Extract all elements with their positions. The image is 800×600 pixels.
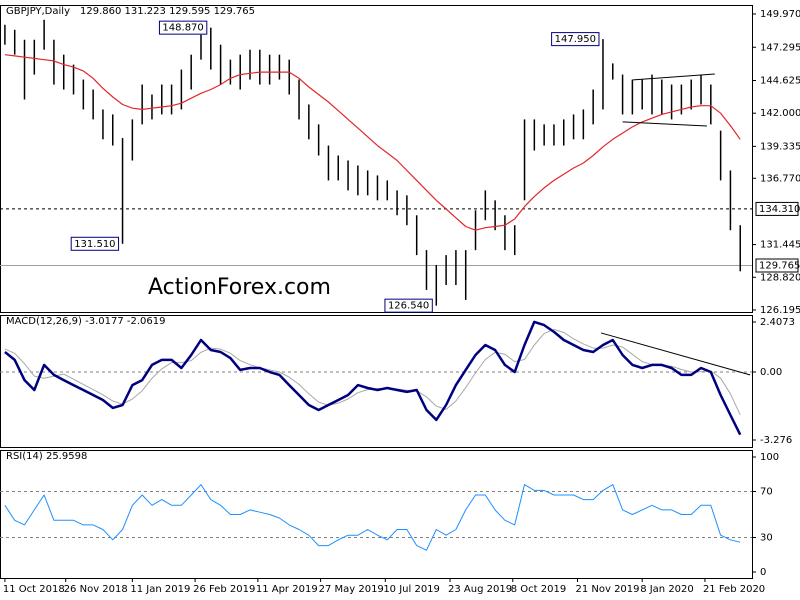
y-tick-label: 144.625 [760,76,800,87]
level-label-box [755,258,799,273]
x-tick-label: 8 Oct 2019 [511,584,566,595]
x-tick-label: 23 Aug 2019 [448,584,512,595]
y-tick-label: 2.4073 [760,317,795,328]
y-tick-label: 126.195 [760,305,800,316]
annotation-box [551,32,600,47]
x-tick-label: 11 Jan 2019 [130,584,190,595]
watermark: ActionForex.com [148,275,331,300]
panel-subtitle: 129.860 131.223 129.595 129.765 [80,6,255,17]
series-line [4,484,741,551]
x-tick-label: 26 Feb 2019 [193,584,255,595]
y-tick-label: 128.820 [760,272,800,283]
x-tick-label: 27 May 2019 [319,584,384,595]
series-line [4,54,741,231]
x-tick-label: 21 Nov 2019 [575,584,639,595]
trendline [622,121,707,127]
x-tick-label: 11 Apr 2019 [256,584,318,595]
trendline [600,332,751,376]
level-label: 129.765 [759,261,800,272]
y-tick-label: 131.445 [760,240,800,251]
y-tick-label: 139.335 [760,141,800,152]
y-tick-label: 136.770 [760,173,800,184]
annotation-box [384,298,433,313]
annotation-label: 131.510 [74,239,115,250]
y-tick-label: 100 [760,452,779,463]
x-tick-label: 10 Jul 2019 [383,584,440,595]
annotation-box [158,20,208,35]
series-line [4,320,742,436]
panel-title: MACD(12,26,9) -3.0177 -2.0619 [6,316,166,327]
x-tick-label: 26 Nov 2018 [64,584,128,595]
panel-title: RSI(14) 25.9598 [6,451,87,462]
y-tick-label: 0.00 [760,367,782,378]
annotation-box [70,236,120,251]
panel-title: GBPJPY,Daily [6,6,70,17]
y-tick-label: 0 [760,567,766,578]
x-tick-label: 11 Oct 2018 [3,584,65,595]
x-tick-label: 8 Jan 2020 [640,584,694,595]
y-tick-label: 30 [760,533,773,544]
annotation-label: 147.950 [555,34,596,45]
level-label: 134.310 [759,204,800,215]
x-tick-label: 21 Feb 2020 [703,584,765,595]
y-tick-label: 70 [760,487,773,498]
y-tick-label: 149.970 [760,9,800,20]
annotation-label: 148.870 [162,23,203,34]
level-label-box [755,201,799,216]
y-tick-label: -3.276 [760,435,792,446]
annotation-label: 126.540 [388,301,429,312]
panel-frame [0,5,753,313]
panel-frame [0,315,753,448]
y-tick-label: 142.000 [760,108,800,119]
trendline [632,73,715,81]
y-tick-label: 147.295 [760,42,800,53]
panel-frame [0,450,753,579]
